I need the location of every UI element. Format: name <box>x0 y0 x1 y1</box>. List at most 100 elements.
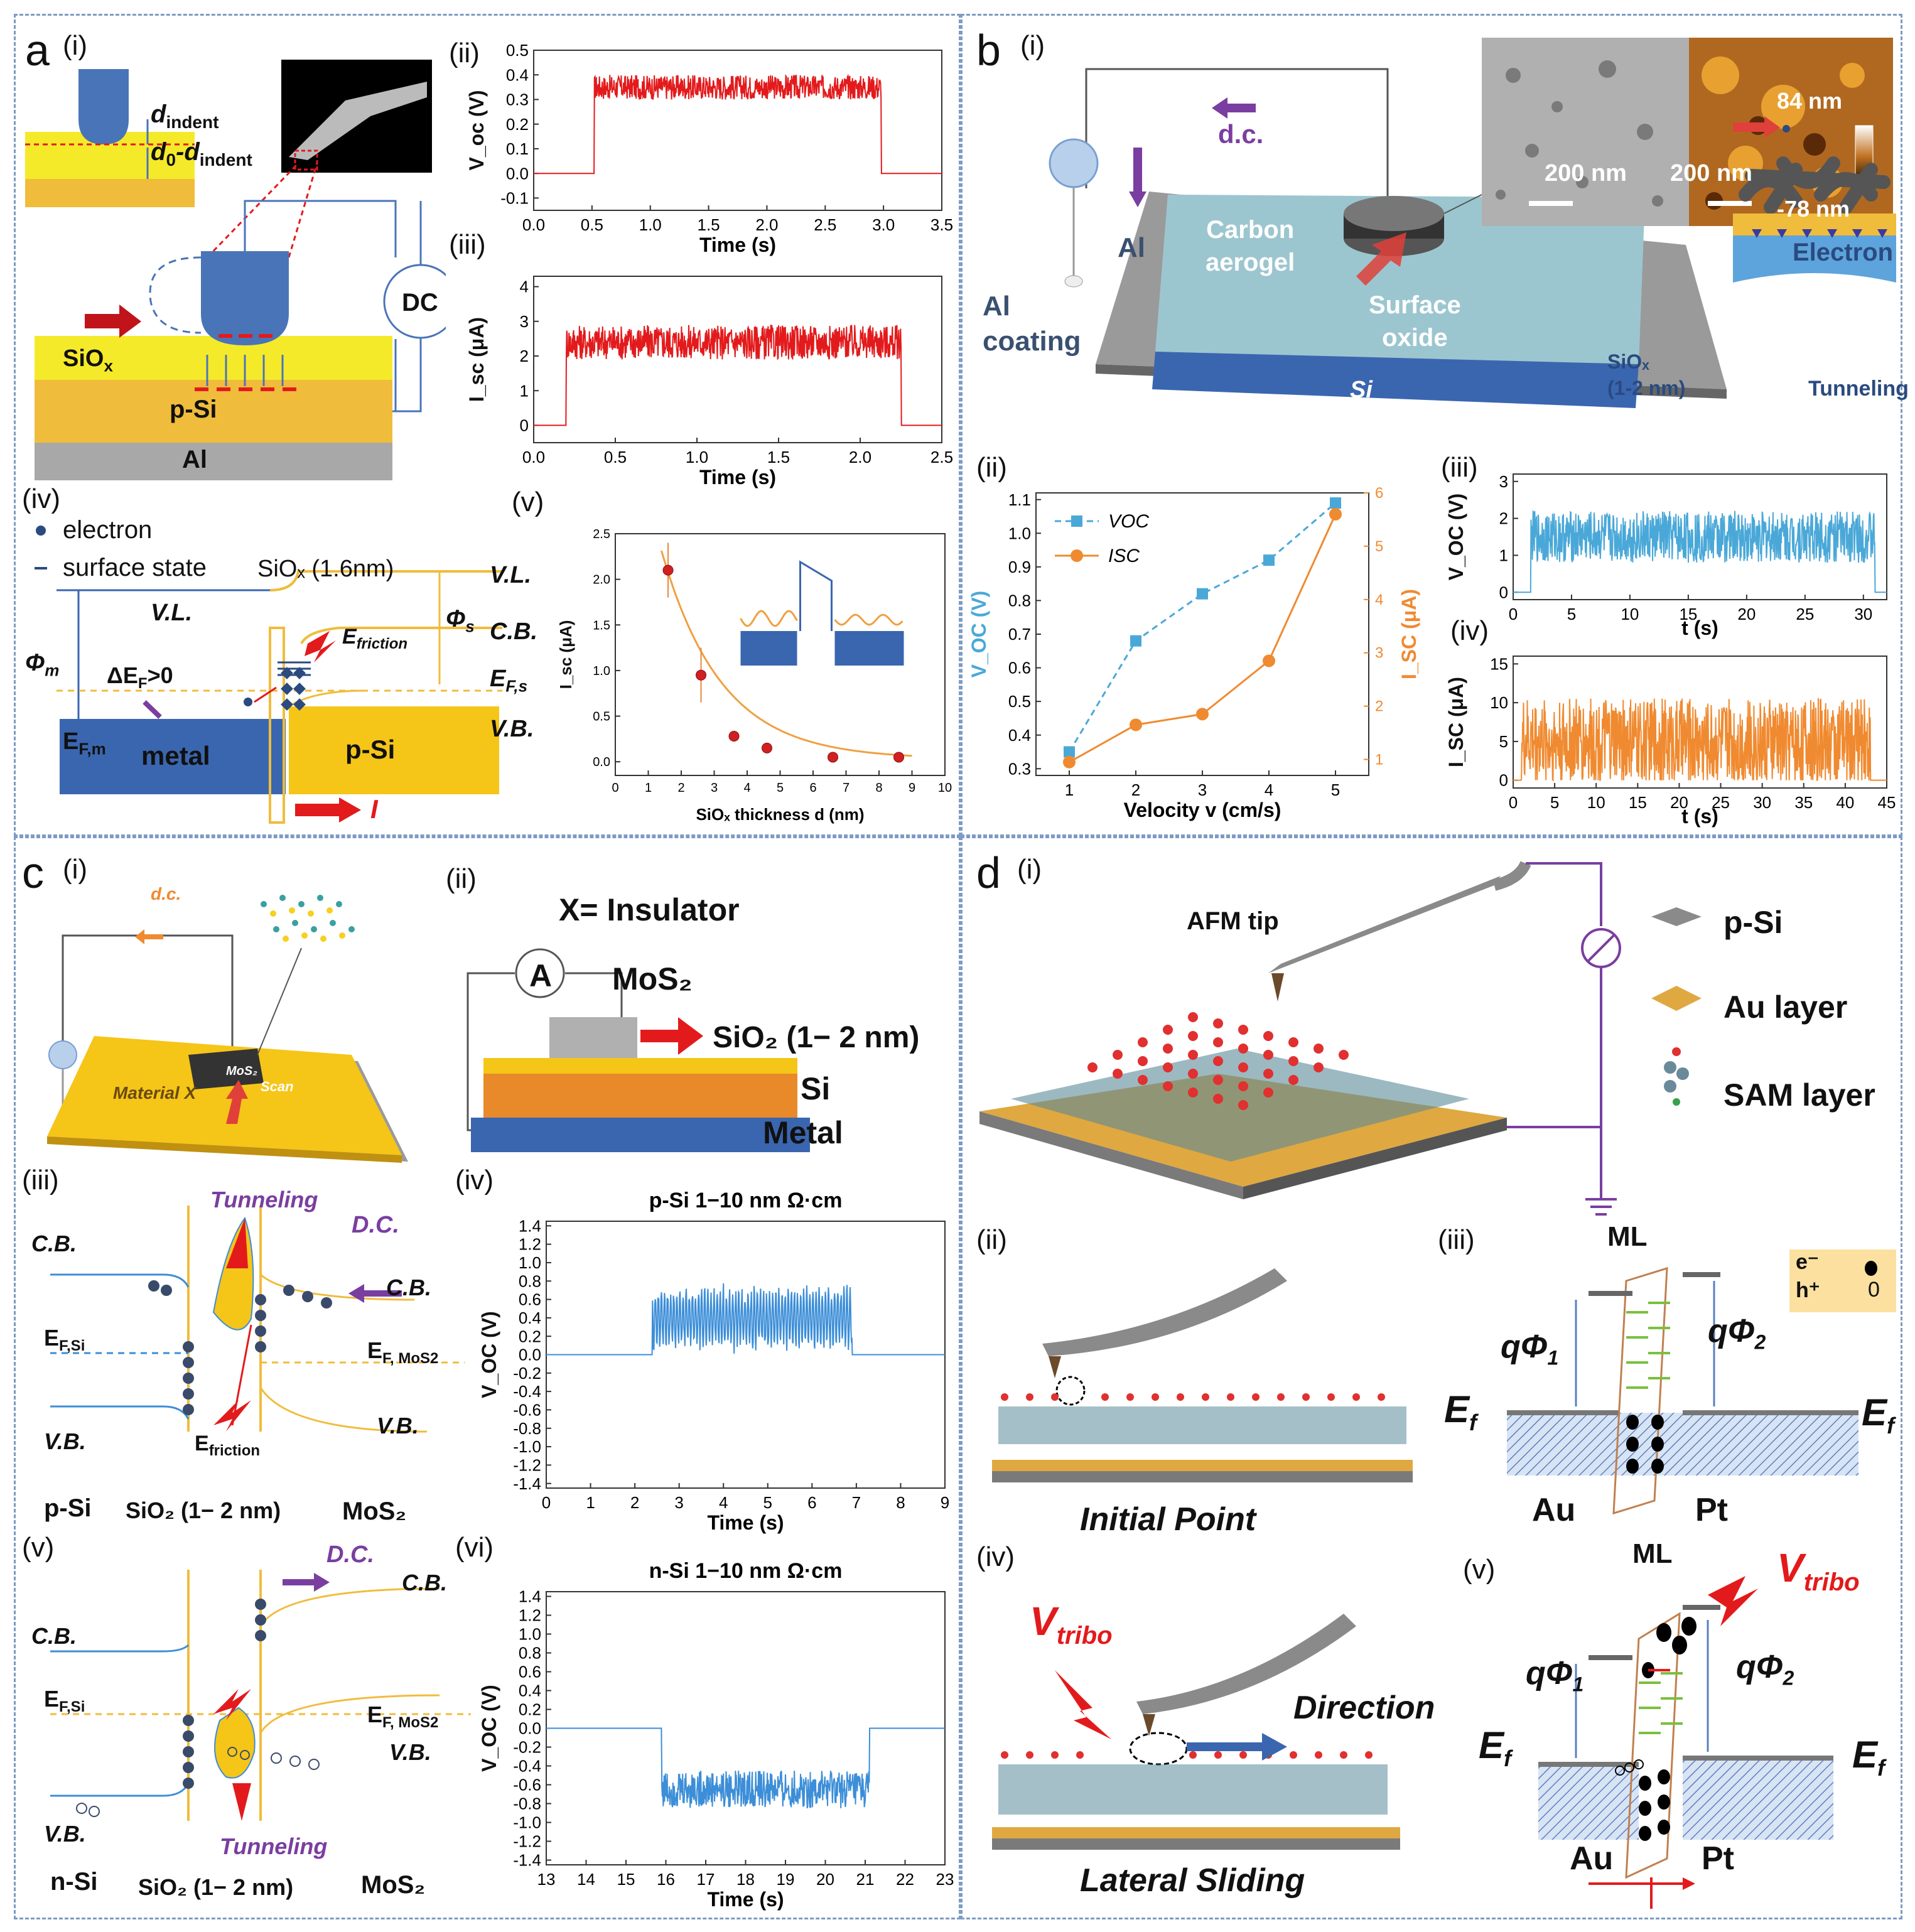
efm-label: EF,m <box>63 728 106 758</box>
panel-c-label: c <box>22 848 44 897</box>
panel-d-label: d <box>976 848 1001 897</box>
series-line <box>1513 698 1887 782</box>
data-point <box>893 752 904 763</box>
direction-label: Direction <box>1293 1690 1435 1726</box>
series-voc-point <box>1064 746 1075 758</box>
y-tick-label: 0.5 <box>1008 692 1031 711</box>
x-axis-title: SiOₓ thickness d (nm) <box>696 805 864 824</box>
c-v-sio2: SiO₂ (1− 2 nm) <box>138 1874 294 1900</box>
x-tick-label: 21 <box>856 1870 875 1889</box>
series-voc-point <box>1263 554 1275 566</box>
y-axis-title: V_OC (V) <box>1445 494 1467 581</box>
y-tick-label: 3 <box>520 312 529 331</box>
panel-c-v-label: (v) <box>22 1532 55 1563</box>
y-tick-label: 1.5 <box>593 618 610 632</box>
x-tick-label: 0.0 <box>522 448 545 467</box>
x-axis-title: Velocity v (cm/s) <box>1124 799 1281 821</box>
x-tick-label: 7 <box>843 781 850 795</box>
y-tick-label: -0.1 <box>500 188 529 207</box>
y-tick-label: -1.0 <box>513 1437 541 1456</box>
legend-electron: electron <box>63 516 153 544</box>
y-tick-label: -1.2 <box>513 1455 541 1474</box>
panel-c-iii-diagram <box>50 1206 465 1433</box>
panel-a-iv-diagram <box>35 526 502 824</box>
series-isc-point <box>1196 708 1209 721</box>
x-tick-label: 1 <box>645 781 652 795</box>
x-tick-label: 30 <box>1854 605 1872 623</box>
series-voc-point <box>1197 588 1208 600</box>
efs-label: EF,s <box>490 666 528 696</box>
x-tick-label: 6 <box>807 1493 816 1512</box>
x-tick-label: 2.5 <box>814 215 836 234</box>
x-tick-label: 2 <box>630 1493 639 1512</box>
y2-tick-label: 1 <box>1375 752 1383 769</box>
x-tick-label: 5 <box>777 781 784 795</box>
x-tick-label: 5 <box>1567 605 1576 623</box>
x-tick-label: 4 <box>1265 780 1273 799</box>
panel-b-ii-label: (ii) <box>976 452 1007 483</box>
afm-height-max: 84 nm <box>1777 88 1843 114</box>
b-si-label: Si <box>1350 377 1373 403</box>
d0-label: d0-dindent <box>151 138 252 170</box>
data-point <box>662 564 674 576</box>
plot-frame <box>1513 473 1887 600</box>
x-tick-label: 8 <box>875 781 882 795</box>
series-voc-point <box>1330 497 1341 509</box>
x-tick-label: 18 <box>736 1870 755 1889</box>
panel-b-i-diagram <box>1049 38 1896 408</box>
legend-isc-label: ISC <box>1108 546 1140 566</box>
qphi1-label-iii: qΦ1 <box>1501 1329 1559 1369</box>
x-tick-label: 1 <box>586 1493 595 1512</box>
x-tick-label: 7 <box>852 1493 861 1512</box>
panel-c-v-diagram <box>50 1570 471 1821</box>
c-v-efmos: EF, MoS2 <box>367 1702 439 1732</box>
x-insulator-label: X= Insulator <box>559 892 740 927</box>
c-iii-psi: p-Si <box>44 1494 92 1522</box>
x-tick-label: 1.0 <box>639 215 662 234</box>
qphi2-label-v: qΦ2 <box>1736 1649 1794 1690</box>
panel-d-iii-diagram <box>1507 1249 1896 1515</box>
y-tick-label: -0.6 <box>513 1401 541 1420</box>
data-point <box>762 742 772 753</box>
series-voc-point <box>1130 635 1141 647</box>
legend-hole-symbol: 0 <box>1868 1278 1880 1302</box>
c-iii-tunneling: Tunneling <box>210 1187 318 1212</box>
c-scan-label: Scan <box>261 1079 294 1094</box>
y-tick-label: 0.6 <box>519 1663 541 1681</box>
b-dc-label: d.c. <box>1218 119 1264 149</box>
y-tick-label: -1.2 <box>513 1832 541 1851</box>
series-line <box>546 1727 945 1809</box>
x-tick-label: 35 <box>1794 793 1813 812</box>
x-tick-label: 5 <box>763 1493 772 1512</box>
c-v-tunneling: Tunneling <box>220 1833 328 1859</box>
pt-label-v: Pt <box>1702 1840 1734 1877</box>
panel-d-i-label: (i) <box>1017 854 1042 885</box>
y-tick-label: 0.4 <box>519 1309 541 1327</box>
chart-b-iv: 0 5 10 15 20 25 30 35 40 45 0 5 10 15 t (s) I_SC (μA) <box>1445 654 1896 828</box>
x-tick-label: 2.0 <box>755 215 778 234</box>
c-v-efsi: EF,Si <box>44 1686 85 1716</box>
panel-d-iv-label: (iv) <box>976 1541 1015 1572</box>
panel-b-iv-label: (iv) <box>1450 615 1489 646</box>
au-label-iii: Au <box>1532 1492 1576 1528</box>
x-tick-label: 23 <box>936 1870 954 1889</box>
y-tick-label: 0.5 <box>506 41 529 60</box>
x-tick-label: 20 <box>816 1870 834 1889</box>
x-axis-title: t (s) <box>1681 805 1718 828</box>
panel-b-iii-label: (iii) <box>1441 452 1478 483</box>
phi-m-label: Φm <box>25 650 60 680</box>
c-v-dc: D.C. <box>326 1541 374 1568</box>
legend-hole-d: h⁺ <box>1796 1278 1820 1302</box>
x-tick-label: 3.5 <box>931 215 953 234</box>
x-tick-label: 45 <box>1878 793 1896 812</box>
data-point <box>828 752 838 763</box>
c-iii-sio2: SiO₂ (1− 2 nm) <box>126 1498 281 1523</box>
y-tick-label: 1 <box>520 381 529 400</box>
x-tick-label: 20 <box>1737 605 1756 623</box>
afm-height-min: -78 nm <box>1777 196 1850 222</box>
panel-a-i-label: (i) <box>63 30 88 61</box>
y-axis-title: V_oc (V) <box>465 90 488 170</box>
afm-scale-label: 200 nm <box>1670 160 1752 186</box>
chart-a-v: 0 1 2 3 4 5 6 7 8 9 10 0.0 0.5 1.0 1.5 2.0 2.5 SiOₓ thick… <box>556 527 952 824</box>
panel-a-iv-label: (iv) <box>22 483 61 514</box>
